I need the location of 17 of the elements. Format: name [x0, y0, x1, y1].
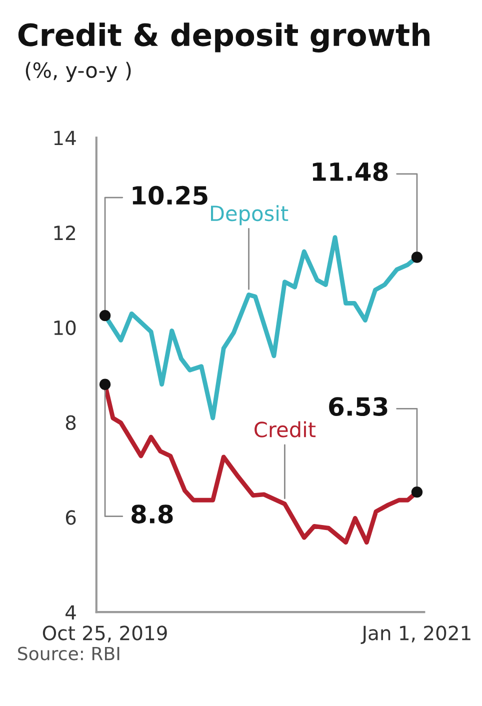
series-label: Deposit [211, 205, 288, 226]
annotation: 8.8 [132, 504, 173, 524]
chart-subtitle: (%, y-o-y ) [26, 62, 131, 82]
x-tick-label: Oct 25, 2019 [42, 626, 167, 642]
y-tick-label: 8 [66, 415, 76, 430]
annotation: 11.48 [312, 162, 388, 182]
annotation: 6.53 [329, 397, 388, 416]
y-tick-label: 4 [66, 605, 76, 620]
source-note: Source: RBI [18, 646, 120, 660]
chart-title: Credit & deposit growth [18, 22, 430, 52]
annotation: 10.25 [132, 186, 208, 205]
x-tick-label: Jan 1, 2021 [360, 626, 470, 644]
y-tick-label: 10 [54, 320, 76, 336]
y-tick-label: 6 [66, 510, 76, 525]
y-tick-label: 14 [54, 130, 76, 146]
series-label: Credit [254, 421, 316, 438]
y-tick-label: 12 [54, 226, 76, 240]
